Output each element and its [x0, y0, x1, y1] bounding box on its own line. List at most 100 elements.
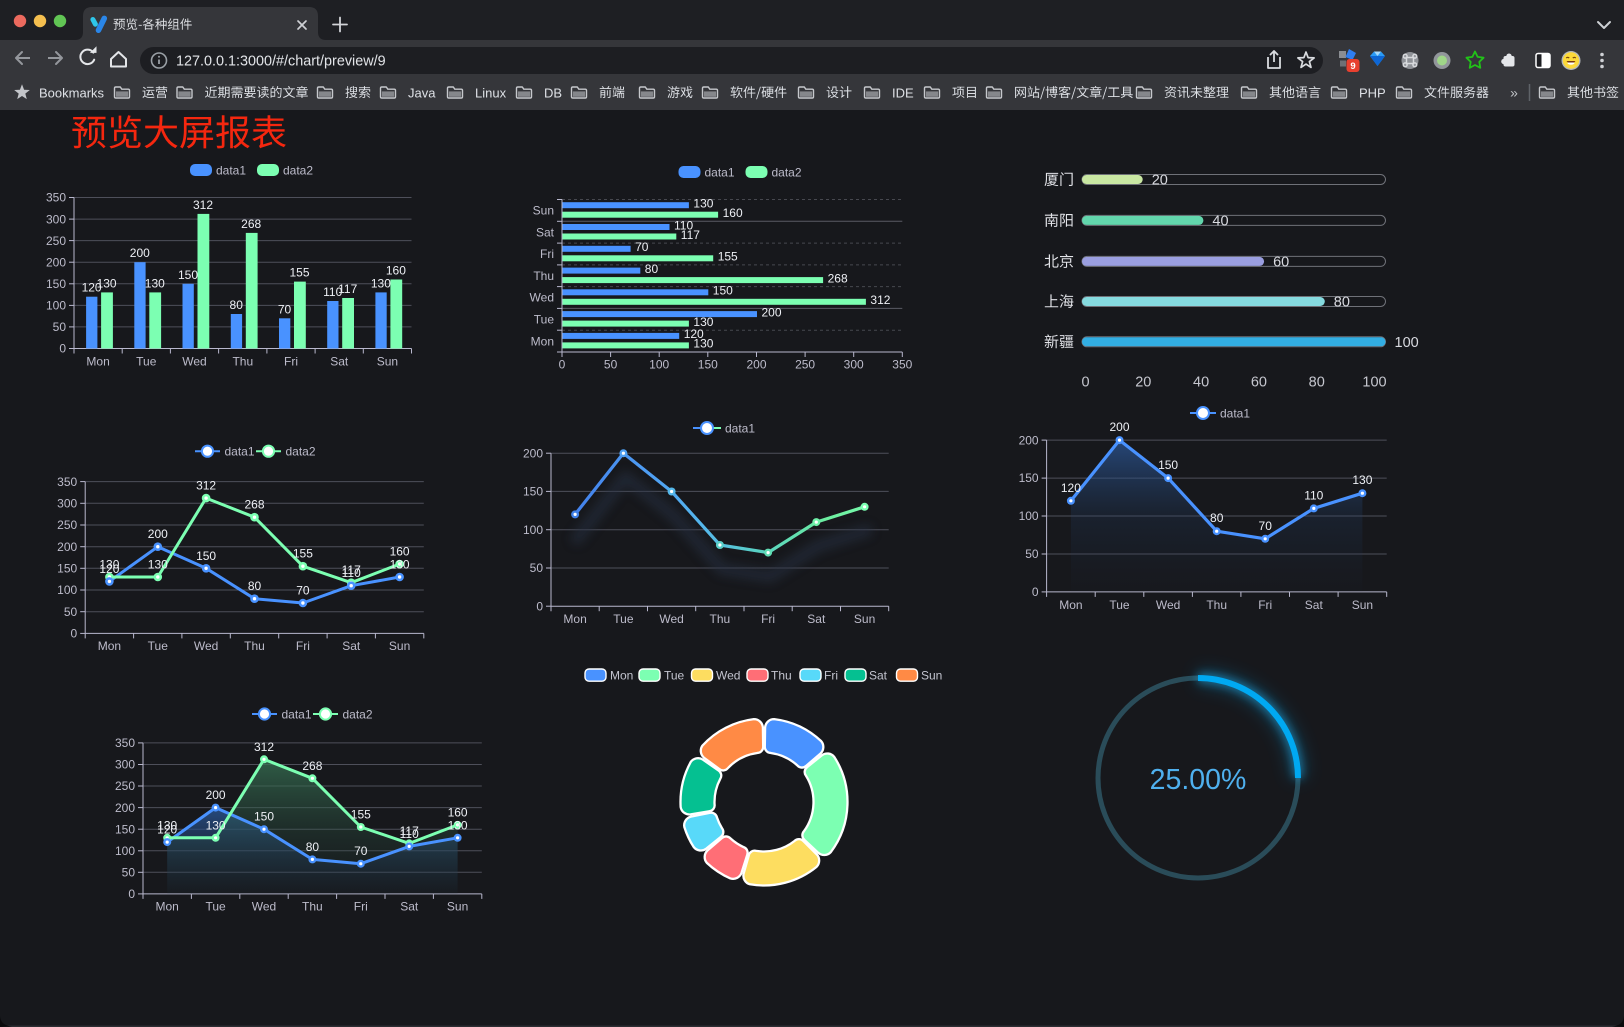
svg-text:0: 0: [128, 887, 135, 901]
svg-text:130: 130: [390, 558, 410, 572]
svg-text:50: 50: [1025, 547, 1039, 561]
svg-text:350: 350: [57, 475, 77, 489]
svg-text:160: 160: [448, 805, 468, 819]
svg-text:Wed: Wed: [182, 355, 206, 369]
svg-text:Wed: Wed: [1156, 598, 1180, 612]
svg-text:130: 130: [448, 818, 468, 832]
svg-text:data2: data2: [283, 164, 313, 178]
svg-text:80: 80: [1210, 511, 1224, 525]
svg-text:70: 70: [635, 240, 649, 254]
svg-text:data2: data2: [772, 166, 802, 180]
svg-text:150: 150: [196, 549, 216, 563]
svg-text:PHP: PHP: [1359, 85, 1386, 100]
svg-text:117: 117: [342, 563, 361, 577]
svg-text:Fri: Fri: [540, 247, 554, 261]
svg-text:Mon: Mon: [563, 612, 586, 626]
svg-text:Tue: Tue: [534, 313, 555, 327]
svg-text:Linux: Linux: [475, 85, 507, 100]
svg-text:Tue: Tue: [136, 355, 157, 369]
svg-text:100: 100: [649, 358, 669, 372]
svg-text:Thu: Thu: [710, 612, 731, 626]
svg-text:data2: data2: [286, 445, 316, 459]
svg-text:Sun: Sun: [854, 612, 875, 626]
svg-text:160: 160: [723, 206, 743, 220]
svg-text:Thu: Thu: [232, 355, 253, 369]
svg-text:250: 250: [115, 779, 135, 793]
svg-text:130: 130: [99, 558, 119, 572]
svg-text:IDE: IDE: [892, 85, 914, 100]
svg-text:155: 155: [718, 250, 738, 264]
svg-text:20: 20: [1135, 374, 1151, 390]
svg-text:»: »: [1510, 85, 1518, 101]
svg-text:110: 110: [323, 285, 342, 299]
svg-text:130: 130: [693, 197, 713, 211]
svg-text:data1: data1: [225, 445, 255, 459]
svg-text:Sun: Sun: [1352, 598, 1373, 612]
svg-text:DB: DB: [544, 85, 562, 100]
svg-text:350: 350: [892, 358, 912, 372]
svg-text:70: 70: [296, 584, 310, 598]
svg-text:Bookmarks: Bookmarks: [39, 85, 105, 100]
svg-text:150: 150: [698, 358, 718, 372]
svg-text:130: 130: [206, 818, 226, 832]
svg-text:200: 200: [206, 788, 226, 802]
svg-text:data1: data1: [725, 421, 755, 435]
svg-text:117: 117: [681, 228, 700, 242]
svg-text:130: 130: [157, 818, 177, 832]
svg-text:100: 100: [1362, 374, 1386, 390]
svg-text:130: 130: [371, 276, 391, 290]
svg-text:Wed: Wed: [659, 612, 683, 626]
svg-text:Tue: Tue: [205, 900, 226, 914]
svg-text:100: 100: [523, 523, 543, 537]
svg-text:268: 268: [244, 498, 264, 512]
svg-text:Sun: Sun: [377, 355, 398, 369]
svg-text:150: 150: [178, 268, 198, 282]
svg-text:Java: Java: [408, 85, 436, 100]
svg-text:25.00%: 25.00%: [1150, 764, 1247, 796]
svg-text:Tue: Tue: [613, 612, 634, 626]
svg-text:Fri: Fri: [1258, 598, 1272, 612]
svg-text:Sun: Sun: [447, 900, 468, 914]
svg-text:127.0.0.1:3000/#/chart/preview: 127.0.0.1:3000/#/chart/preview/9: [176, 53, 386, 69]
svg-text:40: 40: [1212, 213, 1228, 229]
svg-text:data1: data1: [216, 164, 246, 178]
svg-text:Thu: Thu: [533, 269, 554, 283]
svg-text:100: 100: [57, 583, 77, 597]
svg-text:Thu: Thu: [244, 639, 265, 653]
svg-text:160: 160: [390, 545, 410, 559]
svg-text:Mon: Mon: [86, 355, 109, 369]
svg-text:Tue: Tue: [1109, 598, 1130, 612]
svg-text:200: 200: [523, 446, 543, 460]
svg-text:200: 200: [148, 527, 168, 541]
svg-text:0: 0: [1081, 374, 1089, 390]
svg-text:268: 268: [241, 217, 261, 231]
svg-text:200: 200: [746, 358, 766, 372]
svg-text:Fri: Fri: [296, 639, 310, 653]
svg-text:200: 200: [57, 540, 77, 554]
svg-text:120: 120: [157, 823, 177, 837]
svg-text:350: 350: [46, 191, 66, 205]
svg-text:Thu: Thu: [771, 669, 792, 683]
svg-text:80: 80: [1309, 374, 1325, 390]
svg-text:150: 150: [523, 485, 543, 499]
svg-text:250: 250: [795, 358, 815, 372]
svg-text:Tue: Tue: [148, 639, 169, 653]
svg-text:110: 110: [342, 566, 361, 580]
svg-text:150: 150: [115, 822, 135, 836]
svg-text:312: 312: [193, 198, 213, 212]
svg-text:300: 300: [844, 358, 864, 372]
svg-text:200: 200: [1019, 433, 1039, 447]
svg-text:110: 110: [674, 218, 693, 232]
svg-text:150: 150: [1019, 471, 1039, 485]
svg-text:120: 120: [99, 562, 119, 576]
svg-text:130: 130: [148, 558, 168, 572]
svg-text:130: 130: [693, 315, 713, 329]
svg-text:9: 9: [1350, 61, 1355, 72]
svg-text:Sat: Sat: [807, 612, 826, 626]
svg-text:100: 100: [1019, 509, 1039, 523]
svg-text:100: 100: [46, 299, 66, 313]
svg-text:0: 0: [59, 342, 66, 356]
svg-text:350: 350: [115, 736, 135, 750]
svg-text:Thu: Thu: [1206, 598, 1227, 612]
svg-text:0: 0: [71, 627, 78, 641]
